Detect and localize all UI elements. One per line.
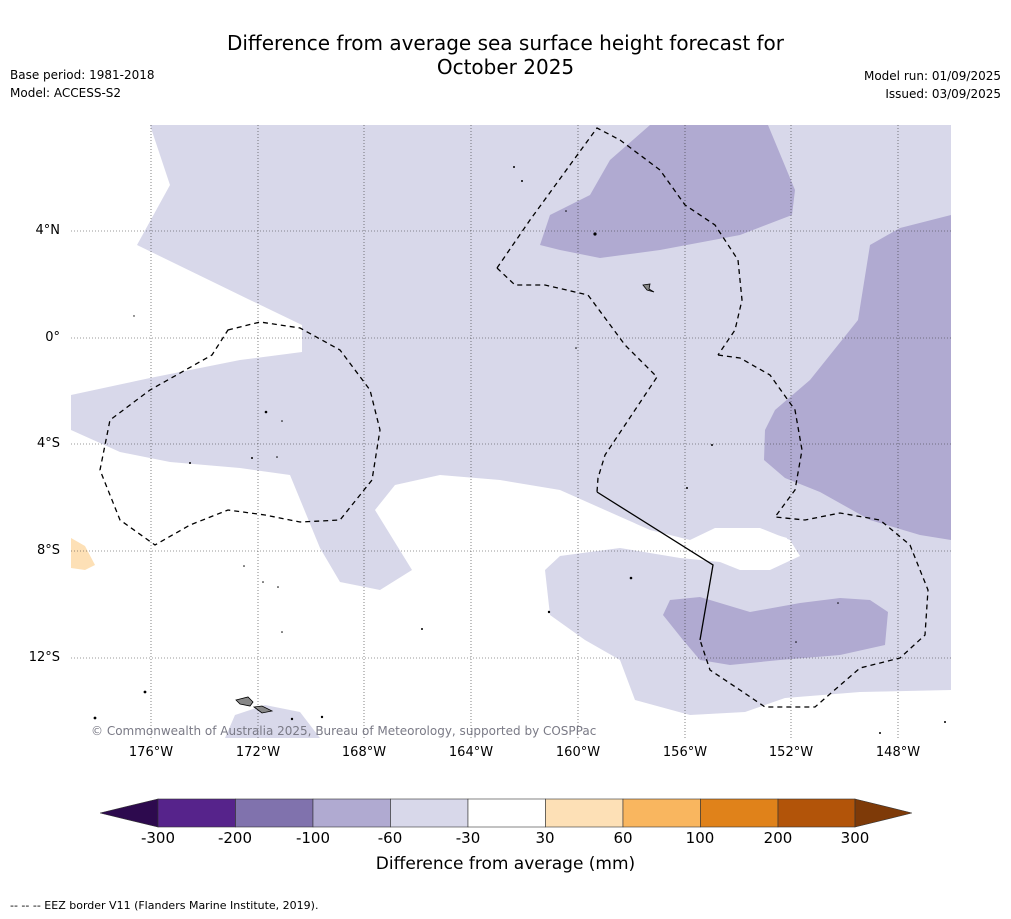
base-period: Base period: 1981-2018 xyxy=(10,68,155,82)
colorbar-segment xyxy=(467,798,546,828)
colorbar-tick-label: 100 xyxy=(685,829,715,847)
atoll xyxy=(879,732,881,734)
lon-label-152w: 152°W xyxy=(768,745,814,760)
atoll xyxy=(686,487,688,489)
colorbar-segment xyxy=(545,798,624,828)
colorbar xyxy=(100,798,912,828)
title-line-2: October 2025 xyxy=(436,55,575,79)
lat-label-4s: 4°S xyxy=(36,436,60,451)
colorbar-segment xyxy=(700,798,779,828)
lon-label-148w: 148°W xyxy=(875,745,921,760)
atoll xyxy=(133,315,135,317)
sea-level-map xyxy=(71,125,951,738)
eez-borders xyxy=(99,127,929,708)
atoll xyxy=(629,576,633,580)
atoll xyxy=(251,457,253,459)
model-run: Model run: 01/09/2025 xyxy=(863,69,1001,83)
graticule xyxy=(71,125,951,738)
eez-border-line-islands-north xyxy=(496,127,743,356)
lon-label-164w: 164°W xyxy=(448,745,494,760)
atoll xyxy=(593,232,597,236)
atoll xyxy=(711,444,713,446)
anomaly-region-medium-east xyxy=(764,215,951,540)
atoll xyxy=(262,581,264,583)
island-samoa-tutuila xyxy=(252,705,274,714)
lat-label-0: 0° xyxy=(45,330,60,345)
anomaly-region-medium-south xyxy=(663,597,888,665)
anomaly-region-positive xyxy=(71,538,95,570)
title-line-1: Difference from average sea surface heig… xyxy=(226,31,785,55)
colorbar-segment xyxy=(390,798,469,828)
lon-label-176w: 176°W xyxy=(128,745,174,760)
atoll xyxy=(521,180,523,182)
colorbar-tick-label: 30 xyxy=(535,829,555,847)
lat-label-12s: 12°S xyxy=(28,650,60,665)
model-name: Model: ACCESS-S2 xyxy=(10,86,122,100)
atoll xyxy=(320,715,324,719)
colorbar-segment xyxy=(312,798,391,828)
anomaly-region-neutral xyxy=(695,530,787,568)
lon-label-156w: 156°W xyxy=(662,745,708,760)
map-title: Difference from average sea surface heig… xyxy=(0,31,1011,79)
colorbar-segment xyxy=(777,798,856,828)
atoll xyxy=(264,410,268,414)
lat-label-8s: 8°S xyxy=(36,543,60,558)
colorbar-tick-label: -100 xyxy=(295,829,331,847)
islands xyxy=(235,283,655,714)
colorbar-tick-label: -60 xyxy=(377,829,403,847)
eez-legend-note: -- -- -- EEZ border V11 (Flanders Marine… xyxy=(10,899,319,912)
atoll xyxy=(277,586,279,588)
atoll xyxy=(575,347,577,349)
eez-border-solid-segment xyxy=(596,491,714,641)
atoll xyxy=(547,610,551,614)
atoll xyxy=(189,462,191,464)
colorbar-label: Difference from average (mm) xyxy=(375,854,636,874)
colorbar-segment xyxy=(235,798,314,828)
copyright-notice: © Commonwealth of Australia 2025, Bureau… xyxy=(91,724,597,738)
atoll xyxy=(281,420,283,422)
atoll xyxy=(290,717,294,721)
atoll xyxy=(795,641,797,643)
colorbar-extend-high xyxy=(854,798,912,828)
atoll xyxy=(243,565,245,567)
island-kiritimati xyxy=(642,283,655,293)
colorbar-segment xyxy=(622,798,701,828)
lat-label-4n: 4°N xyxy=(35,223,61,238)
lon-label-168w: 168°W xyxy=(341,745,387,760)
meta-left: Base period: 1981-2018 Model: ACCESS-S2 xyxy=(10,66,155,102)
eez-border-line-islands-west xyxy=(496,267,658,493)
atoll xyxy=(837,602,839,604)
anomaly-region-light xyxy=(71,125,951,715)
issued-date: Issued: 03/09/2025 xyxy=(885,87,1001,101)
atoll xyxy=(944,721,946,723)
atoll xyxy=(143,690,147,694)
atolls xyxy=(93,166,946,734)
colorbar-tick-label: 300 xyxy=(840,829,870,847)
atoll xyxy=(276,456,278,458)
eez-border-tokelau xyxy=(99,321,381,546)
colorbar-tick-label: 200 xyxy=(763,829,793,847)
colorbar-tick-label: -200 xyxy=(217,829,253,847)
atoll xyxy=(93,716,97,720)
anomaly-region-medium-north xyxy=(540,125,795,258)
colorbar-tick-label: -30 xyxy=(455,829,481,847)
island-samoa-upolu xyxy=(235,696,254,707)
atoll xyxy=(421,628,423,630)
colorbar-tick-label: 60 xyxy=(613,829,633,847)
atoll xyxy=(513,166,515,168)
atoll xyxy=(565,210,567,212)
meta-right: Model run: 01/09/2025 Issued: 03/09/2025 xyxy=(864,67,1001,103)
lon-label-172w: 172°W xyxy=(235,745,281,760)
colorbar-segment xyxy=(157,798,236,828)
colorbar-extend-low xyxy=(100,798,159,828)
anomaly-region-light-south xyxy=(225,705,320,738)
atoll xyxy=(281,631,283,633)
colorbar-tick-label: -300 xyxy=(140,829,176,847)
lon-label-160w: 160°W xyxy=(555,745,601,760)
